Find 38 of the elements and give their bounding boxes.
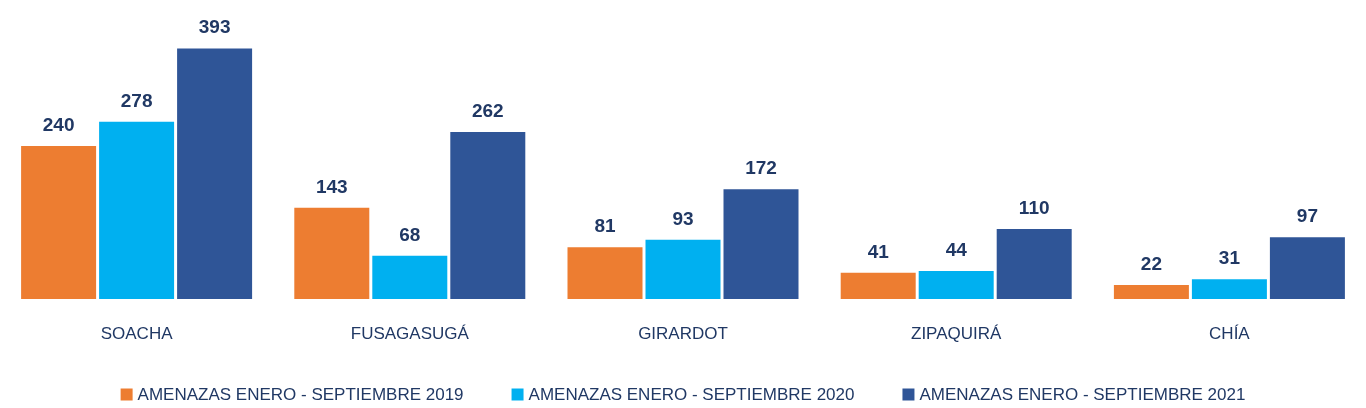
bar bbox=[99, 121, 175, 299]
legend-label: AMENAZAS ENERO - SEPTIEMBRE 2021 bbox=[919, 385, 1246, 404]
data-label: 393 bbox=[198, 16, 231, 38]
x-tick-label: CHÍA bbox=[1209, 324, 1251, 343]
bar bbox=[372, 255, 448, 299]
bar bbox=[450, 131, 526, 299]
data-label: 278 bbox=[120, 89, 153, 111]
data-label: 44 bbox=[945, 238, 968, 260]
bar bbox=[1113, 284, 1189, 299]
data-label: 31 bbox=[1218, 247, 1241, 269]
data-label: 68 bbox=[399, 223, 421, 245]
bar bbox=[567, 247, 643, 299]
bar bbox=[996, 228, 1072, 299]
data-label: 81 bbox=[594, 215, 616, 237]
data-label: 110 bbox=[1018, 196, 1050, 218]
data-label: 22 bbox=[1140, 252, 1162, 274]
data-label: 240 bbox=[42, 114, 75, 135]
bar bbox=[918, 270, 994, 299]
data-label: 93 bbox=[672, 207, 694, 229]
bar bbox=[294, 207, 370, 299]
legend-label: AMENAZAS ENERO - SEPTIEMBRE 2020 bbox=[528, 385, 855, 404]
data-label: 172 bbox=[745, 157, 777, 179]
data-label: 143 bbox=[315, 175, 348, 197]
data-label: 97 bbox=[1296, 205, 1318, 227]
bar bbox=[723, 189, 799, 299]
x-tick-label: ZIPAQUIRÁ bbox=[911, 324, 1003, 343]
x-tick-label: GIRARDOT bbox=[638, 324, 728, 343]
bar bbox=[1191, 279, 1267, 299]
bar bbox=[177, 48, 253, 299]
data-label: 262 bbox=[471, 99, 504, 121]
data-label: 41 bbox=[867, 240, 890, 262]
legend-label: AMENAZAS ENERO - SEPTIEMBRE 2019 bbox=[137, 385, 464, 404]
bar bbox=[645, 239, 721, 299]
bar bbox=[1269, 237, 1345, 299]
bar bbox=[840, 272, 916, 299]
x-tick-label: SOACHA bbox=[100, 324, 174, 343]
x-tick-label: FUSAGASUGÁ bbox=[350, 324, 470, 343]
bar bbox=[21, 146, 97, 299]
